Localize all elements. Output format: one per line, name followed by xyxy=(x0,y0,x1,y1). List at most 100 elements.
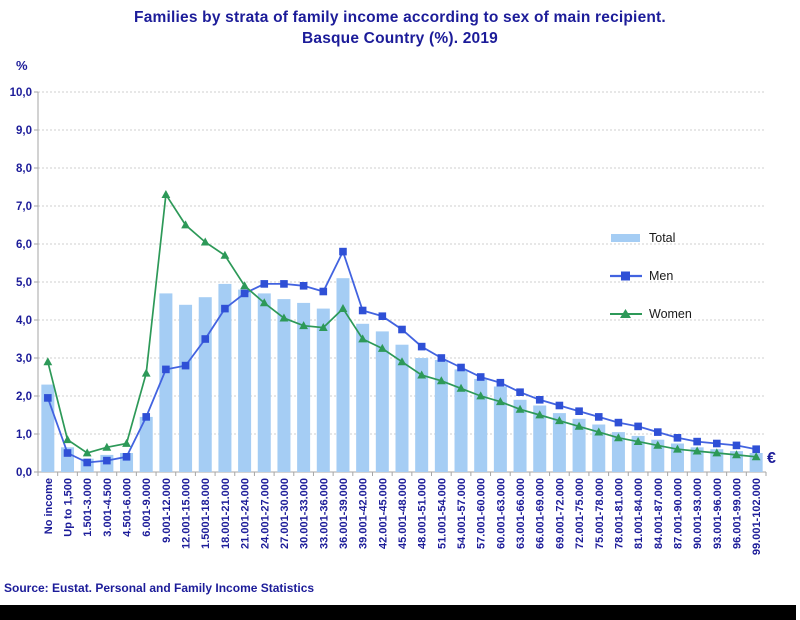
men-marker xyxy=(44,394,52,402)
x-tick-label: 1.501-3.000 xyxy=(82,478,94,537)
x-tick-label: 1.5001-18.000 xyxy=(200,478,212,549)
x-tick-label: 9.001-12.000 xyxy=(161,478,173,543)
total-bar xyxy=(415,358,429,472)
y-tick-label: 6,0 xyxy=(16,239,32,251)
total-bar xyxy=(218,283,232,472)
men-marker xyxy=(319,287,328,296)
legend-item-men: Men xyxy=(610,257,760,295)
women-marker xyxy=(535,410,545,419)
x-tick-label: 36.001-39.000 xyxy=(338,478,350,549)
x-tick-label: 99.001-102.000 xyxy=(751,478,763,555)
women-marker xyxy=(456,383,466,392)
total-bar xyxy=(198,297,212,472)
y-tick-label: 1,0 xyxy=(16,429,32,441)
women-marker xyxy=(712,448,722,457)
x-tick-label: 54.001-57.000 xyxy=(456,478,468,549)
y-axis-unit-label: % xyxy=(16,58,28,73)
x-tick-label: 42.001-45.000 xyxy=(377,478,389,549)
men-marker xyxy=(358,306,367,315)
x-tick-label: 39.001-42.000 xyxy=(358,478,370,549)
x-tick-label: 30.001-33.000 xyxy=(299,478,311,549)
x-tick-label: 24.001-27.000 xyxy=(259,478,271,549)
total-bar xyxy=(356,323,370,472)
total-bar xyxy=(513,399,527,472)
men-marker xyxy=(555,401,564,410)
women-marker xyxy=(436,376,446,385)
y-tick-label: 10,0 xyxy=(10,87,32,99)
y-tick-label: 3,0 xyxy=(16,353,32,365)
x-tick-label: 3.001-4.500 xyxy=(102,478,114,537)
women-marker xyxy=(397,357,407,366)
men-marker xyxy=(752,445,760,453)
total-bar xyxy=(316,308,330,472)
x-tick-label: 57.001-60.000 xyxy=(476,478,488,549)
x-tick-label: 81.001-84.000 xyxy=(633,478,645,549)
total-bar xyxy=(297,302,311,472)
total-bar xyxy=(179,304,193,472)
total-bar xyxy=(159,293,173,472)
men-marker xyxy=(496,378,505,387)
women-marker xyxy=(574,421,584,430)
total-bar xyxy=(395,344,409,472)
y-tick-label: 7,0 xyxy=(16,201,32,213)
women-marker xyxy=(299,321,309,330)
currency-label: € xyxy=(767,450,776,467)
total-bar xyxy=(238,289,252,472)
men-marker xyxy=(142,413,151,421)
legend-item-total: Total xyxy=(610,219,760,257)
men-marker xyxy=(339,247,347,256)
legend-label-total: Total xyxy=(649,231,676,245)
x-tick-label: 60.001-63.000 xyxy=(495,478,507,549)
women-marker xyxy=(751,452,761,461)
women-marker xyxy=(338,304,348,312)
women-marker xyxy=(82,448,92,457)
men-marker xyxy=(280,280,288,288)
x-tick-label: 6.001-9.000 xyxy=(141,478,153,537)
women-marker xyxy=(673,444,682,453)
women-marker xyxy=(633,437,643,445)
women-marker xyxy=(161,190,171,198)
total-bar xyxy=(611,432,625,472)
x-tick-label: 4.501-6.000 xyxy=(122,478,134,537)
y-tick-label: 8,0 xyxy=(16,163,32,175)
source-text: Source: Eustat. Personal and Family Inco… xyxy=(4,581,315,595)
total-bar xyxy=(592,424,606,472)
men-marker xyxy=(535,396,544,404)
men-marker xyxy=(260,280,269,288)
x-tick-label: 66.001-69.000 xyxy=(535,478,547,549)
y-tick-label: 4,0 xyxy=(16,315,32,327)
total-bar xyxy=(572,418,586,472)
total-bar xyxy=(474,378,488,472)
men-marker xyxy=(162,365,170,374)
women-marker xyxy=(358,334,368,343)
women-marker xyxy=(495,397,505,406)
men-marker xyxy=(634,422,642,431)
x-tick-label: 69.001-72.000 xyxy=(554,478,566,549)
men-line-swatch-icon xyxy=(610,271,642,281)
women-marker xyxy=(181,220,190,229)
men-marker xyxy=(398,325,406,334)
total-bar xyxy=(434,359,448,472)
women-marker xyxy=(279,313,289,322)
x-tick-label: 18.001-21.000 xyxy=(220,478,232,549)
women-marker xyxy=(555,416,564,425)
x-tick-label: 21.001-24.000 xyxy=(240,478,252,549)
total-bar xyxy=(139,416,153,472)
men-marker xyxy=(122,453,131,461)
x-tick-label: 87.001-90.000 xyxy=(672,478,684,549)
x-tick-label: 72.001-75.000 xyxy=(574,478,586,549)
total-bar xyxy=(257,293,271,472)
total-bar xyxy=(749,453,763,472)
men-marker xyxy=(713,439,721,448)
women-marker xyxy=(259,298,269,307)
men-marker xyxy=(516,388,524,396)
women-marker xyxy=(614,433,623,442)
men-marker xyxy=(299,282,308,290)
men-marker xyxy=(457,363,465,372)
men-marker xyxy=(63,449,72,457)
x-tick-label: 27.001-30.000 xyxy=(279,478,291,549)
men-marker xyxy=(221,304,229,313)
x-tick-label: 96.001-99.000 xyxy=(731,478,743,549)
men-marker xyxy=(732,441,741,450)
